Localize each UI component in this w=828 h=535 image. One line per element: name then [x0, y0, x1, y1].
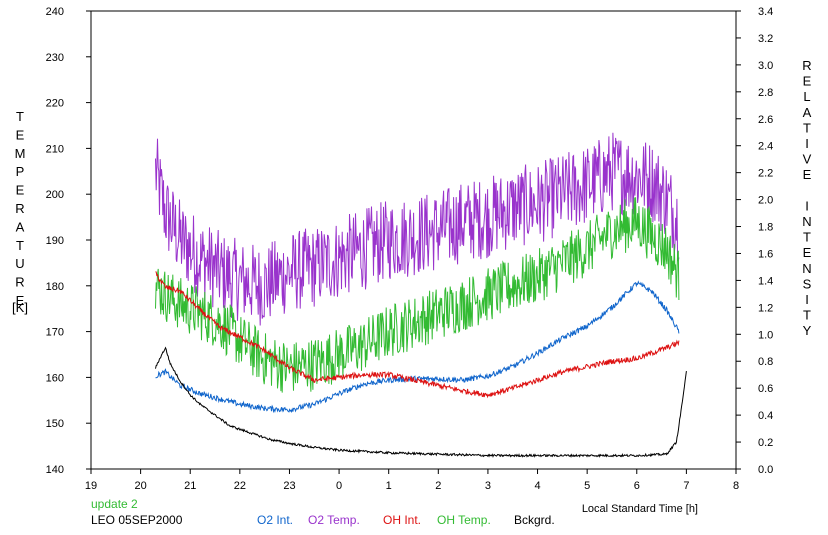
y-right-tick-label: 3.0: [758, 60, 773, 72]
x-tick-label: 19: [85, 480, 97, 492]
y-right-tick-label: 1.0: [758, 329, 773, 341]
y-right-tick-label: 2.4: [758, 141, 773, 153]
x-tick-label: 6: [634, 480, 640, 492]
y-left-tick-label: 180: [46, 281, 64, 293]
y-left-label-letter: R: [15, 275, 24, 290]
x-tick-label: 21: [184, 480, 196, 492]
x-axis-label: Local Standard Time [h]: [582, 503, 698, 515]
series-line-bckgrd: [155, 346, 687, 458]
update-text: update 2: [91, 497, 138, 511]
y-left-tick-label: 150: [46, 418, 64, 430]
y-right-tick-label: 0.0: [758, 464, 773, 476]
y-right-tick-label: 0.2: [758, 437, 773, 449]
y-left-tick-label: 210: [46, 143, 64, 155]
y-right-label-letter: T: [803, 230, 811, 245]
y-right-tick-label: 2.2: [758, 168, 773, 180]
y-right-tick-label: 3.4: [758, 6, 773, 18]
y-left-label-letter: E: [16, 127, 25, 142]
y-right-tick-label: 0.6: [758, 383, 773, 395]
y-right-label-letter: I: [805, 292, 809, 307]
x-tick-label: 7: [683, 480, 689, 492]
y-right-tick-label: 3.2: [758, 33, 773, 45]
y-left-tick-label: 240: [46, 6, 64, 18]
series-line-oh-int: [155, 271, 680, 399]
legend-entry: OH Temp.: [437, 513, 491, 527]
y-right-label-letter: E: [803, 167, 812, 182]
y-right-label-letter: I: [805, 136, 809, 151]
y-right-tick-label: 2.0: [758, 195, 773, 207]
y-right-label-letter: L: [803, 89, 810, 104]
y-right-tick-label: 2.8: [758, 87, 773, 99]
y-left-label-letter: R: [15, 201, 24, 216]
x-axis: 19 20 21 22 23 0 1 2 3 4 5 6 7 8: [85, 469, 739, 492]
y-right-tick-label: 1.8: [758, 222, 773, 234]
y-right-label-letter: I: [805, 198, 809, 213]
y-left-label-letter: E: [16, 293, 25, 308]
y-right-tick-label: 1.6: [758, 248, 773, 260]
y-axis-left: 140 150 160 170 180 190 200 210 220 230 240: [46, 6, 91, 476]
y-left-unit: [K]: [12, 300, 28, 315]
y-right-label-letter: N: [802, 261, 811, 276]
y-left-label-letter: U: [15, 256, 24, 271]
y-left-tick-label: 170: [46, 327, 64, 339]
y-right-tick-label: 0.4: [758, 410, 773, 422]
y-right-label-letter: Y: [803, 323, 812, 338]
y-right-label-letter: A: [803, 105, 812, 120]
y-left-label-letter: T: [16, 109, 24, 124]
y-right-label-letter: N: [802, 214, 811, 229]
y-left-tick-label: 190: [46, 235, 64, 247]
series-line-o2-int: [155, 280, 680, 414]
y-left-tick-label: 230: [46, 52, 64, 64]
y-left-label-letter: T: [16, 238, 24, 253]
y-left-tick-label: 160: [46, 372, 64, 384]
y-right-tick-label: 1.2: [758, 302, 773, 314]
y-right-label-letter: R: [802, 58, 811, 73]
y-left-tick-label: 140: [46, 464, 64, 476]
legend-entry: OH Int.: [383, 513, 422, 527]
y-right-label-letter: E: [803, 74, 812, 89]
y-right-tick-label: 2.6: [758, 114, 773, 126]
y-left-label-letter: P: [16, 164, 25, 179]
y-left-tick-label: 220: [46, 98, 64, 110]
y-axis-right: 0.0 0.2 0.4 0.6 0.8 1.0 1.2 1.4 1.6 1.8 2.0 2.2 2.4 2…: [736, 6, 773, 476]
y-left-label-letter: M: [15, 146, 26, 161]
x-tick-label: 22: [234, 480, 246, 492]
y-left-label-letter: E: [16, 183, 25, 198]
series-layer: [155, 132, 687, 458]
x-tick-label: 8: [733, 480, 739, 492]
series-line-oh-temp: [155, 197, 680, 393]
x-tick-label: 20: [134, 480, 146, 492]
x-tick-label: 0: [336, 480, 342, 492]
legend-entry: O2 Int.: [257, 513, 294, 527]
x-tick-label: 23: [283, 480, 295, 492]
legend-entry: Bckgrd.: [514, 513, 555, 527]
y-right-label-letter: T: [803, 308, 811, 323]
x-tick-label: 1: [386, 480, 392, 492]
y-left-label-letter: A: [16, 219, 25, 234]
dataset-label: LEO 05SEP2000: [91, 513, 183, 527]
legend-entry: O2 Temp.: [308, 513, 360, 527]
y-right-tick-label: 1.4: [758, 275, 773, 287]
y-right-label-letter: S: [803, 276, 812, 291]
y-right-label-letter: T: [803, 120, 811, 135]
y-right-label-letter: E: [803, 245, 812, 260]
y-right-tick-label: 0.8: [758, 356, 773, 368]
x-tick-label: 3: [485, 480, 491, 492]
series-line-o2-temp: [155, 132, 680, 326]
x-tick-label: 5: [584, 480, 590, 492]
x-tick-label: 2: [435, 480, 441, 492]
y-left-tick-label: 200: [46, 189, 64, 201]
y-right-label-letter: V: [803, 152, 812, 167]
x-tick-label: 4: [534, 480, 540, 492]
